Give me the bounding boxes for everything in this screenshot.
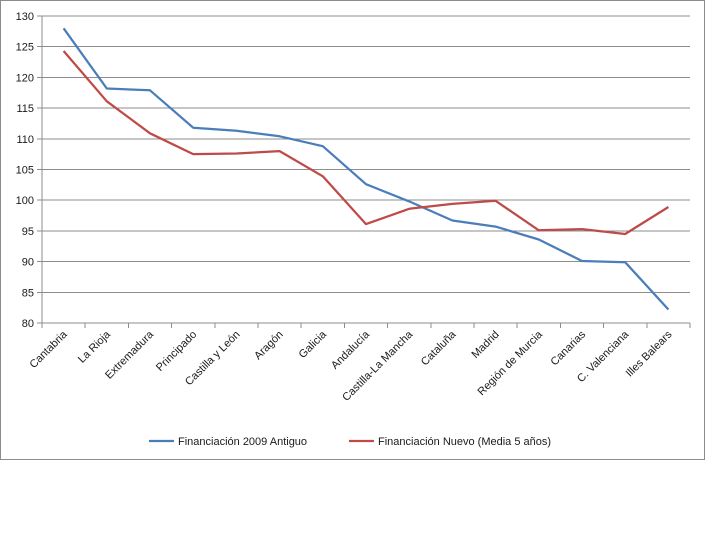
series-line-2 [62,50,669,236]
chart-frame: 80 85 90 95 100 105 110 115 120 125 130 Cantabria L… [0,0,705,460]
y-tick-label: 130 [16,11,34,23]
y-tick-label: 100 [16,195,34,207]
legend: Financiación 2009 Antiguo Financiación Nu… [149,436,551,448]
x-tick-label: Madrid [469,329,501,361]
x-tick-label: Cataluña [419,328,459,368]
y-tick-label: 80 [22,318,34,330]
y-tick-label: 125 [16,42,34,54]
line-chart: 80 85 90 95 100 105 110 115 120 125 130 Cantabria L… [16,11,691,448]
x-tick-label: Principado [154,329,199,374]
x-axis: Cantabria La RiojaExtremaduraPrincipadoCa… [28,322,691,404]
legend-label: Financiación Nuevo (Media 5 años) [378,436,551,448]
y-tick-label: 120 [16,72,34,84]
y-tick-label: 115 [16,103,34,115]
x-tick-label: Illes Balears [624,328,675,379]
y-tick-label: 95 [22,226,34,238]
y-tick-label: 110 [16,134,34,146]
x-tick-label: Galicia [297,328,330,361]
x-tick-label: La Rioja [76,328,114,366]
gridlines [42,15,690,324]
y-tick-label: 85 [22,287,34,299]
series-lines [62,27,670,311]
x-tick-label: Andalucía [329,328,373,372]
legend-label: Financiación 2009 Antiguo [178,436,307,448]
y-axis: 80 85 90 95 100 105 110 115 120 125 130 [16,11,43,330]
x-tick-label: Cantabria [28,328,71,371]
y-tick-label: 90 [22,257,34,269]
y-tick-label: 105 [16,165,34,177]
series-line-1 [62,27,670,311]
x-tick-label: Canarias [549,328,589,368]
x-tick-label: Aragón [252,329,286,363]
